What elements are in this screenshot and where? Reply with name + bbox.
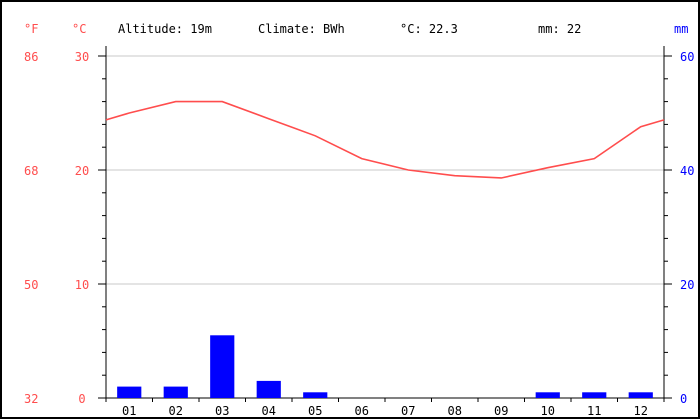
unit-mm-label: mm xyxy=(674,22,688,36)
month-label: 06 xyxy=(355,404,369,417)
tick-label-c: 30 xyxy=(75,50,89,64)
precip-bar xyxy=(303,392,328,398)
month-label: 04 xyxy=(262,404,276,417)
tick-label-f: 86 xyxy=(24,50,38,64)
precip-bar xyxy=(163,386,188,398)
month-label: 05 xyxy=(308,404,322,417)
precip-bar xyxy=(628,392,653,398)
tick-label-c: 20 xyxy=(75,164,89,178)
precip-bar xyxy=(256,380,281,398)
precipitation-bars xyxy=(117,335,653,398)
tick-label-mm: 20 xyxy=(680,278,694,292)
tick-label-c: 0 xyxy=(78,392,85,406)
tick-label-c: 10 xyxy=(75,278,89,292)
axis-labels: 32 50 68 86 0 10 20 30 0 20 40 60 01 02 03 04 05 06 07 08 09… xyxy=(24,50,694,417)
unit-c-label: °C xyxy=(72,22,86,36)
precip-bar xyxy=(582,392,607,398)
precip-bar xyxy=(117,386,142,398)
tick-label-mm: 60 xyxy=(680,50,694,64)
month-label: 10 xyxy=(541,404,555,417)
climate-label: Climate: BWh xyxy=(258,22,345,36)
month-label: 09 xyxy=(494,404,508,417)
precip-total-label: mm: 22 xyxy=(538,22,581,36)
temperature-line xyxy=(105,100,665,179)
month-label: 01 xyxy=(122,404,136,417)
tick-label-f: 50 xyxy=(24,278,38,292)
altitude-label: Altitude: 19m xyxy=(118,22,212,36)
tick-label-f: 68 xyxy=(24,164,38,178)
month-label: 03 xyxy=(215,404,229,417)
grid-lines xyxy=(106,55,664,285)
precip-bar xyxy=(535,392,560,398)
month-label: 12 xyxy=(634,404,648,417)
tick-label-mm: 0 xyxy=(680,392,687,406)
precip-bar xyxy=(210,335,235,398)
unit-f-label: °F xyxy=(24,22,38,36)
temperature-series-line xyxy=(105,100,665,179)
tick-label-mm: 40 xyxy=(680,164,694,178)
mean-temp-label: °C: 22.3 xyxy=(400,22,458,36)
month-label: 02 xyxy=(169,404,183,417)
axes xyxy=(98,46,672,402)
month-label: 11 xyxy=(587,404,601,417)
month-label: 08 xyxy=(448,404,462,417)
tick-label-f: 32 xyxy=(24,392,38,406)
month-label: 07 xyxy=(401,404,415,417)
